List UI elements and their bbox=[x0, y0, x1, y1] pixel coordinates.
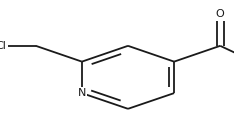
Text: O: O bbox=[216, 9, 225, 19]
Text: N: N bbox=[78, 88, 86, 98]
Text: Cl: Cl bbox=[0, 41, 7, 51]
